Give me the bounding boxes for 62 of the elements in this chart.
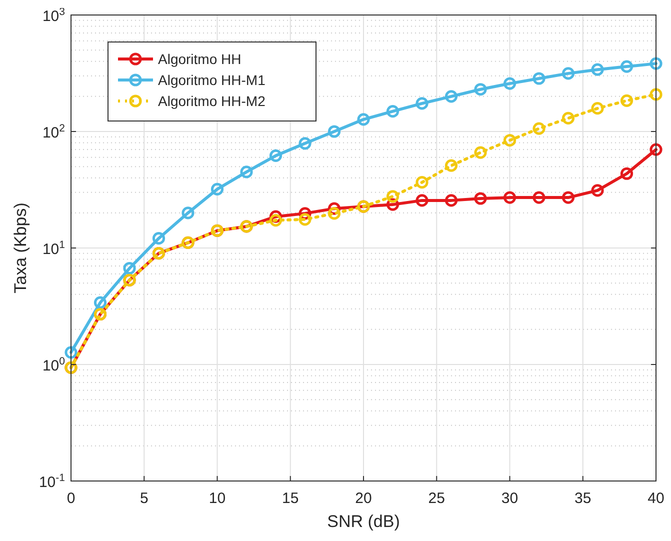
point bbox=[210, 182, 224, 196]
point bbox=[328, 125, 341, 138]
y-tick-label: 10$^{1}$ bbox=[42, 239, 66, 258]
point bbox=[650, 143, 662, 156]
point bbox=[64, 346, 78, 359]
point bbox=[94, 296, 107, 309]
x-tick-label: 0 bbox=[66, 490, 76, 507]
point bbox=[269, 214, 282, 227]
point bbox=[416, 176, 428, 189]
point bbox=[532, 122, 546, 135]
y-axis-title: Taxa (Kbps) bbox=[11, 202, 30, 294]
point bbox=[298, 137, 312, 150]
point bbox=[416, 97, 428, 110]
x-tick-label: 25 bbox=[428, 490, 445, 507]
point bbox=[474, 83, 487, 96]
point bbox=[562, 112, 575, 125]
point bbox=[650, 57, 662, 70]
point bbox=[357, 113, 370, 126]
point bbox=[386, 190, 400, 203]
y-tick-label: 10$^{-1}$ bbox=[38, 472, 66, 491]
point bbox=[620, 60, 634, 73]
point bbox=[152, 232, 166, 245]
point bbox=[591, 184, 604, 197]
point bbox=[591, 63, 604, 76]
point bbox=[474, 192, 487, 205]
point bbox=[328, 207, 341, 220]
x-tick-label: 30 bbox=[501, 490, 518, 507]
legend-label: Algoritmo HH-M2 bbox=[158, 93, 266, 109]
x-tick-label: 35 bbox=[574, 490, 592, 507]
point bbox=[444, 194, 458, 207]
point bbox=[182, 206, 194, 220]
point bbox=[650, 88, 662, 101]
point bbox=[444, 159, 458, 172]
point bbox=[240, 166, 253, 178]
point bbox=[386, 105, 400, 118]
point bbox=[298, 213, 312, 226]
legend-label: Algoritmo HH-M1 bbox=[158, 72, 266, 88]
point bbox=[532, 191, 546, 204]
point bbox=[562, 191, 575, 204]
x-axis-title: SNR (dB) bbox=[327, 512, 400, 531]
x-tick-label: 10 bbox=[208, 490, 226, 507]
y-tick-label: 10$^{3}$ bbox=[42, 6, 66, 25]
point bbox=[416, 194, 428, 207]
legend-label: Algoritmo HH bbox=[158, 51, 242, 67]
point bbox=[503, 191, 516, 204]
point bbox=[591, 102, 604, 115]
x-tick-label: 40 bbox=[648, 490, 664, 507]
point bbox=[269, 149, 282, 162]
point bbox=[620, 167, 634, 180]
y-tick-label: 10$^{0}$ bbox=[42, 356, 66, 374]
x-tick-label: 15 bbox=[282, 490, 299, 507]
y-tick-label: 10$^{2}$ bbox=[42, 122, 66, 142]
point bbox=[532, 72, 546, 85]
point bbox=[474, 146, 487, 159]
point bbox=[123, 262, 136, 275]
point bbox=[620, 94, 634, 107]
x-tick-label: 5 bbox=[140, 490, 148, 507]
point bbox=[503, 134, 516, 147]
point bbox=[562, 67, 575, 80]
x-tick-label: 20 bbox=[355, 490, 372, 507]
point bbox=[444, 90, 458, 103]
point bbox=[503, 77, 516, 90]
